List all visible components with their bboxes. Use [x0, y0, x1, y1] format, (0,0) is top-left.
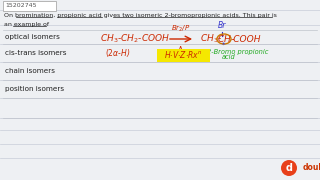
Text: *: *	[222, 42, 226, 48]
Text: an example of: an example of	[4, 22, 49, 27]
Text: $CH_3$-$CH_2$-COOH: $CH_3$-$CH_2$-COOH	[100, 33, 170, 45]
Text: 15202745: 15202745	[5, 3, 36, 8]
Text: -COOH: -COOH	[231, 35, 261, 44]
Text: doubtnut: doubtnut	[303, 163, 320, 172]
Text: 2-Bromo propionic: 2-Bromo propionic	[207, 49, 268, 55]
Text: Br: Br	[218, 21, 226, 30]
Text: $CH_3$-: $CH_3$-	[200, 33, 222, 45]
Text: $CH$: $CH$	[217, 33, 231, 44]
FancyBboxPatch shape	[3, 1, 55, 10]
Text: chain isomers: chain isomers	[5, 68, 55, 74]
Text: $Br_2$/P: $Br_2$/P	[171, 24, 191, 34]
Text: cis-trans isomers: cis-trans isomers	[5, 50, 67, 56]
Text: $(2\alpha$-H): $(2\alpha$-H)	[105, 47, 131, 59]
Circle shape	[281, 160, 297, 176]
Text: d: d	[285, 163, 292, 173]
Text: optical isomers: optical isomers	[5, 34, 60, 40]
Text: On bromination, propionic acid gives two isomeric 2-bromopropionic acids. This p: On bromination, propionic acid gives two…	[4, 13, 277, 18]
Text: position isomers: position isomers	[5, 86, 64, 92]
Text: $\Delta$: $\Delta$	[177, 44, 185, 55]
Text: H$\cdot$V$\cdot$Z$\cdot$Rx$^n$: H$\cdot$V$\cdot$Z$\cdot$Rx$^n$	[164, 50, 202, 60]
FancyBboxPatch shape	[156, 48, 210, 62]
Text: acid: acid	[222, 54, 236, 60]
